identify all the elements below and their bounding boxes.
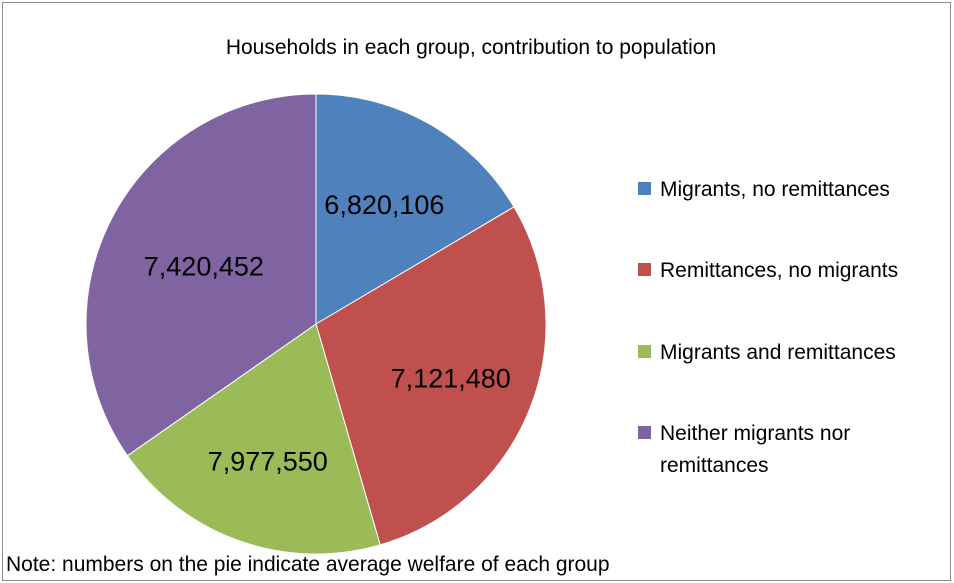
legend-swatch [638,263,651,276]
pie-slices [85,93,547,555]
legend-item-migrants-and-remittances: Migrants and remittances [638,341,896,364]
pie-slice-labels: 6,820,106 7,121,480 7,977,550 7,420,452 [144,190,511,477]
legend-swatch [638,426,651,439]
pie-slice-neither-migrants-nor-remittances [85,93,317,457]
data-label-neither-migrants-nor-remittances: 7,420,452 [144,252,264,282]
legend-label: Neither migrants nor remittances [660,422,850,477]
data-label-remittances-no-migrants: 7,121,480 [391,363,511,393]
legend-label: Migrants, no remittances [660,178,890,201]
chart-title: Households in each group, contribution t… [226,36,716,59]
data-label-migrants-no-remittances: 6,820,106 [324,190,444,220]
pie-slice-remittances-no-migrants [315,206,547,546]
legend-label: Migrants and remittances [660,341,896,364]
legend-item-remittances-no-migrants: Remittances, no migrants [638,259,898,282]
legend-label: Remittances, no migrants [660,259,898,282]
legend: Migrants, no remittances Remittances, no… [638,178,898,477]
legend-swatch [638,345,651,358]
chart-note: Note: numbers on the pie indicate averag… [6,553,610,576]
data-label-migrants-and-remittances: 7,977,550 [208,447,328,477]
pie-slice-migrants-and-remittances [126,323,381,555]
legend-item-migrants-no-remittances: Migrants, no remittances [638,178,890,201]
legend-item-neither-migrants-nor-remittances: Neither migrants nor remittances [638,422,850,477]
pie-slice-migrants-no-remittances [315,93,515,325]
legend-swatch [638,182,651,195]
